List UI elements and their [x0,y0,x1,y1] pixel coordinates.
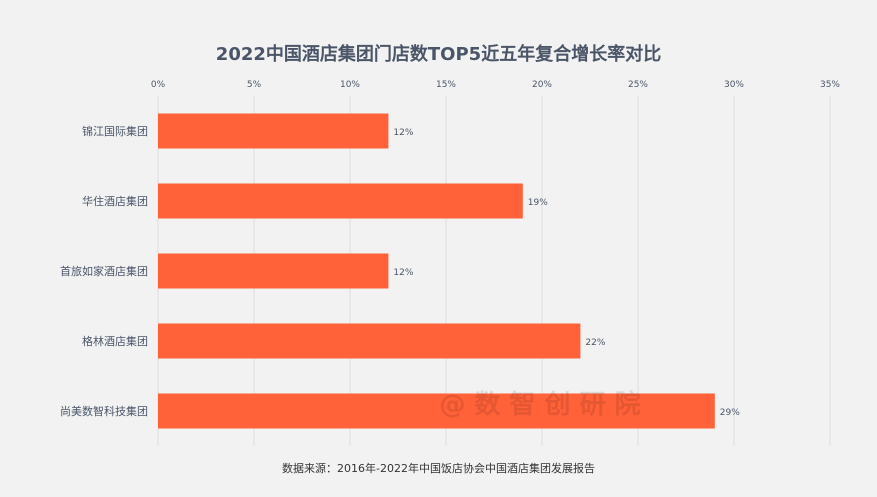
bar [158,183,523,219]
value-label: 22% [585,338,605,348]
x-tick-labels: 0% 5% 10% 15% 20% 25% 30% 35% [151,80,841,90]
bars [158,113,715,429]
category-label: 华住酒店集团 [82,194,148,208]
bar [158,393,715,429]
value-labels: 12% 19% 12% 22% 29% [393,128,740,418]
bar [158,113,389,149]
bar [158,253,389,289]
x-tick-label: 0% [151,80,166,90]
x-tick-label: 10% [340,80,360,90]
x-tick-label: 15% [436,80,456,90]
value-label: 12% [393,128,413,138]
category-label: 首旅如家酒店集团 [60,264,148,278]
x-tick-label: 30% [724,80,744,90]
chart-title: 2022中国酒店集团门店数TOP5近五年复合增长率对比 [215,44,662,65]
value-label: 12% [393,268,413,278]
value-label: 29% [720,408,740,418]
value-label: 19% [528,198,548,208]
watermark: @ 数 智 创 研 院 [439,389,640,420]
category-label: 锦江国际集团 [82,124,148,138]
category-label: 格林酒店集团 [82,334,148,348]
x-tick-label: 20% [532,80,552,90]
bar [158,323,581,359]
x-tick-label: 25% [628,80,648,90]
source-note: 数据来源：2016年-2022年中国饭店协会中国酒店集团发展报告 [282,462,595,475]
category-label: 尚美数智科技集团 [60,404,148,418]
x-tick-label: 35% [820,80,840,90]
x-tick-label: 5% [247,80,262,90]
